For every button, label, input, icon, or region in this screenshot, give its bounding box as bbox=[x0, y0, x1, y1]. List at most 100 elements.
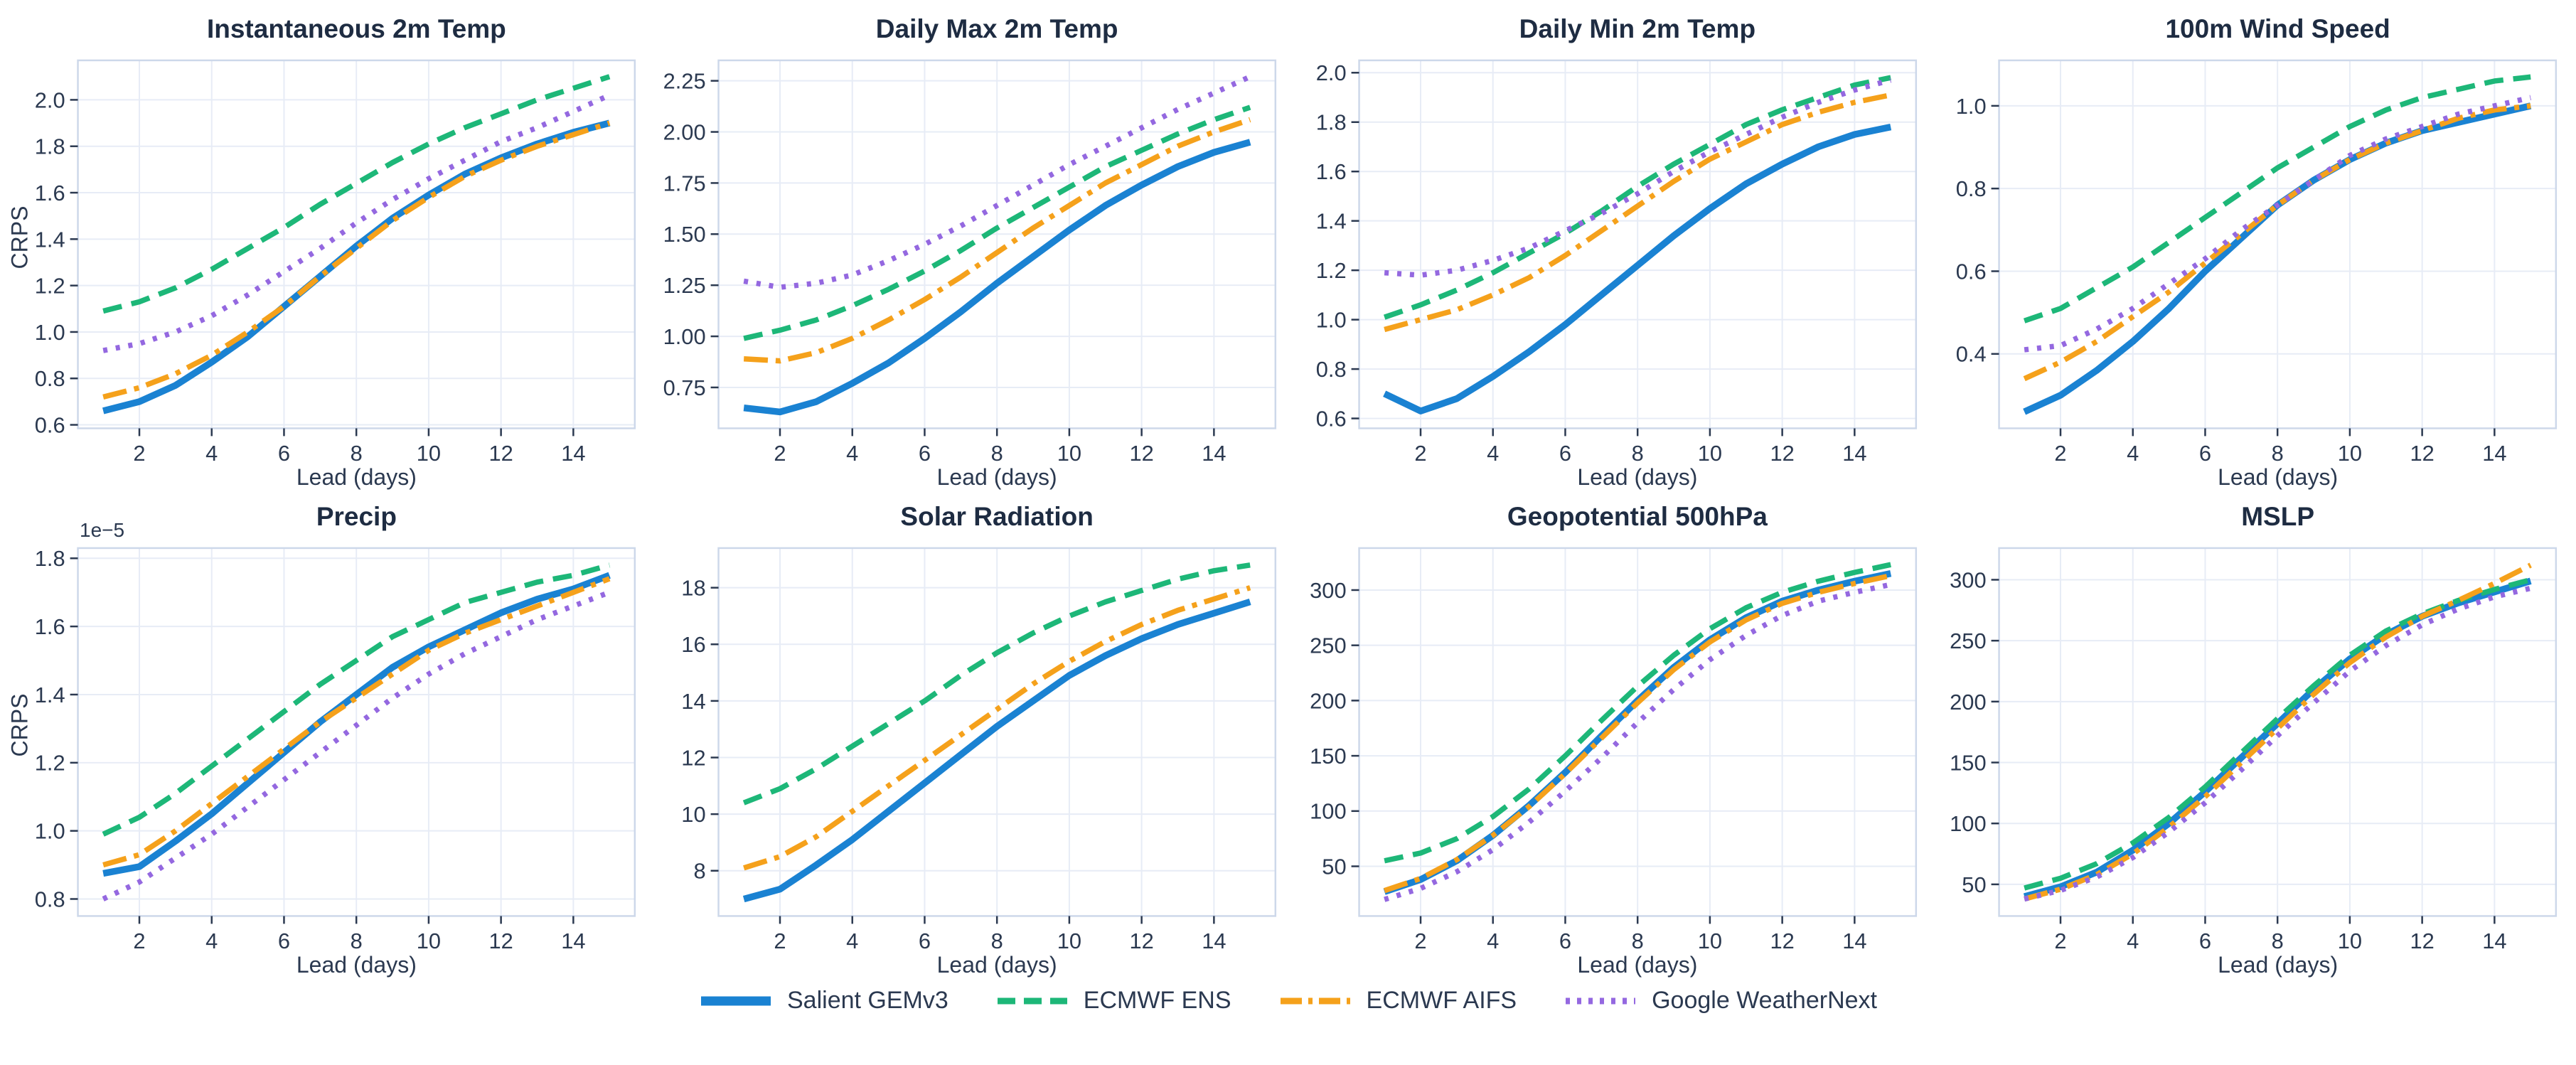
svg-text:4: 4 bbox=[1487, 928, 1499, 953]
svg-text:1.2: 1.2 bbox=[35, 274, 65, 299]
svg-text:0.75: 0.75 bbox=[663, 375, 705, 400]
svg-text:14: 14 bbox=[561, 928, 585, 953]
x-axis-label: Lead (days) bbox=[296, 464, 417, 491]
chart-solar-radiation: Solar Radiation 2 4 6 8 10 12 14 8 10 12 14 16 18 Le… bbox=[648, 491, 1288, 978]
svg-text:150: 150 bbox=[1950, 751, 1986, 776]
svg-text:1.4: 1.4 bbox=[35, 683, 65, 707]
svg-text:18: 18 bbox=[681, 576, 705, 601]
chart-title: MSLP bbox=[2241, 502, 2315, 532]
chart-grid: Instantaneous 2m Temp CRPS 2 4 6 8 10 12 14 0.6… bbox=[7, 3, 2569, 978]
svg-text:1.0: 1.0 bbox=[1315, 308, 1346, 333]
svg-text:14: 14 bbox=[561, 441, 585, 466]
svg-text:12: 12 bbox=[1129, 441, 1153, 466]
legend-label: Salient GEMv3 bbox=[787, 987, 948, 1015]
chart-title: Daily Max 2m Temp bbox=[875, 14, 1118, 43]
chart-title: Geopotential 500hPa bbox=[1507, 502, 1768, 532]
legend-line-sample-dashdot bbox=[1280, 997, 1350, 1005]
svg-text:2: 2 bbox=[133, 441, 145, 466]
svg-text:14: 14 bbox=[1842, 928, 1866, 953]
chart-geopotential-500hpa: Geopotential 500hPa 2 4 6 8 10 12 14 50 100 150 20… bbox=[1288, 491, 1929, 978]
svg-text:1.50: 1.50 bbox=[663, 222, 705, 247]
svg-text:12: 12 bbox=[1770, 441, 1794, 466]
svg-text:16: 16 bbox=[681, 632, 705, 657]
chart-title: Daily Min 2m Temp bbox=[1519, 14, 1756, 43]
plot-area: 2 4 6 8 10 12 14 0.6 0.8 1.0 1.2 1.4 1.6 1.8 2.0 bbox=[1315, 59, 1917, 466]
legend-line-sample-dashed bbox=[997, 997, 1067, 1005]
svg-text:2: 2 bbox=[133, 928, 145, 953]
legend-label: Google WeatherNext bbox=[1652, 987, 1877, 1015]
svg-text:10: 10 bbox=[1057, 441, 1081, 466]
svg-text:0.8: 0.8 bbox=[35, 366, 65, 391]
svg-text:14: 14 bbox=[2482, 441, 2506, 466]
svg-text:14: 14 bbox=[1842, 441, 1866, 466]
svg-text:1.6: 1.6 bbox=[35, 614, 65, 639]
x-axis-label: Lead (days) bbox=[936, 464, 1057, 491]
plot-area: 2 4 6 8 10 12 14 50 100 150 200 250 300 bbox=[1310, 547, 1917, 953]
svg-text:14: 14 bbox=[1202, 441, 1226, 466]
svg-text:6: 6 bbox=[2199, 441, 2211, 466]
svg-text:12: 12 bbox=[1129, 928, 1153, 953]
chart-precip: Precip 1e−5 CRPS 2 4 6 8 10 12 14 0.8 1.0 1.2 1.4 1… bbox=[7, 491, 648, 978]
svg-text:8: 8 bbox=[990, 441, 1003, 466]
svg-text:12: 12 bbox=[488, 441, 513, 466]
svg-text:4: 4 bbox=[2127, 928, 2139, 953]
svg-text:2.0: 2.0 bbox=[35, 87, 65, 112]
svg-text:2: 2 bbox=[1414, 441, 1426, 466]
svg-text:8: 8 bbox=[1631, 441, 1643, 466]
svg-text:50: 50 bbox=[1962, 872, 1987, 897]
svg-text:8: 8 bbox=[693, 859, 705, 884]
x-axis-label: Lead (days) bbox=[2218, 952, 2339, 978]
svg-text:6: 6 bbox=[2199, 928, 2211, 953]
svg-text:100: 100 bbox=[1950, 811, 1986, 836]
svg-text:1.2: 1.2 bbox=[1315, 258, 1346, 283]
chart-title: 100m Wind Speed bbox=[2165, 14, 2390, 43]
svg-text:10: 10 bbox=[1697, 441, 1721, 466]
chart-title: Solar Radiation bbox=[900, 502, 1094, 532]
svg-text:1.2: 1.2 bbox=[35, 751, 65, 776]
svg-text:250: 250 bbox=[1950, 628, 1986, 653]
svg-text:4: 4 bbox=[205, 441, 218, 466]
svg-text:12: 12 bbox=[488, 928, 513, 953]
svg-text:10: 10 bbox=[2338, 441, 2362, 466]
svg-text:12: 12 bbox=[1770, 928, 1794, 953]
svg-text:1.0: 1.0 bbox=[35, 320, 65, 345]
svg-text:100: 100 bbox=[1310, 799, 1346, 824]
svg-text:12: 12 bbox=[2410, 928, 2435, 953]
svg-text:6: 6 bbox=[919, 441, 931, 466]
x-axis-label: Lead (days) bbox=[296, 952, 417, 978]
svg-text:1.6: 1.6 bbox=[1315, 159, 1346, 184]
legend: Salient GEMv3 ECMWF ENS ECMWF AIFS Googl… bbox=[0, 987, 2576, 1015]
x-axis-label: Lead (days) bbox=[936, 952, 1057, 978]
svg-text:1.0: 1.0 bbox=[35, 819, 65, 844]
svg-text:200: 200 bbox=[1950, 690, 1986, 715]
y-axis-label: CRPS bbox=[6, 205, 33, 269]
svg-text:2: 2 bbox=[1414, 928, 1426, 953]
svg-text:8: 8 bbox=[2272, 441, 2284, 466]
svg-text:10: 10 bbox=[417, 928, 441, 953]
legend-line-sample-dotted bbox=[1566, 997, 1636, 1005]
svg-text:0.8: 0.8 bbox=[1956, 176, 1987, 201]
svg-text:2.25: 2.25 bbox=[663, 69, 705, 94]
svg-text:6: 6 bbox=[1559, 928, 1571, 953]
svg-text:0.8: 0.8 bbox=[35, 887, 65, 912]
chart-instantaneous-2m-temp: Instantaneous 2m Temp CRPS 2 4 6 8 10 12 14 0.6… bbox=[7, 3, 648, 491]
svg-text:8: 8 bbox=[990, 928, 1003, 953]
svg-text:6: 6 bbox=[278, 441, 290, 466]
svg-text:1.4: 1.4 bbox=[1315, 209, 1346, 234]
plot-area: 2 4 6 8 10 12 14 0.75 1.00 1.25 1.50 1.75 2.00 2.25 bbox=[663, 59, 1276, 466]
svg-text:8: 8 bbox=[1631, 928, 1643, 953]
svg-text:12: 12 bbox=[681, 746, 705, 771]
svg-text:2.00: 2.00 bbox=[663, 119, 705, 144]
svg-text:1.8: 1.8 bbox=[35, 546, 65, 571]
legend-item-salient-gemv3: Salient GEMv3 bbox=[699, 987, 948, 1015]
svg-text:150: 150 bbox=[1310, 744, 1346, 769]
svg-text:8: 8 bbox=[351, 928, 363, 953]
x-axis-label: Lead (days) bbox=[2218, 464, 2339, 491]
svg-text:1.8: 1.8 bbox=[1315, 110, 1346, 135]
legend-item-ecmwf-ens: ECMWF ENS bbox=[995, 987, 1231, 1015]
plot-area: 2 4 6 8 10 12 14 0.8 1.0 1.2 1.4 1.6 1.8 bbox=[35, 546, 636, 953]
svg-text:250: 250 bbox=[1310, 633, 1346, 658]
svg-text:1.6: 1.6 bbox=[35, 181, 65, 205]
svg-text:4: 4 bbox=[846, 441, 858, 466]
chart-100m-wind-speed: 100m Wind Speed 2 4 6 8 10 12 14 0.4 0.6 0.8 1.0 L… bbox=[1928, 3, 2569, 491]
